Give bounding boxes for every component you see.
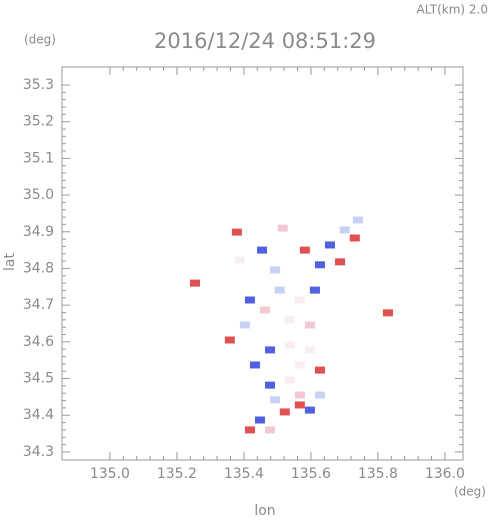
radar-cell xyxy=(265,426,276,434)
radar-cell xyxy=(224,336,235,344)
radar-cell xyxy=(260,306,271,314)
radar-cell xyxy=(270,266,281,274)
radar-cell xyxy=(265,381,276,389)
radar-cell xyxy=(294,391,305,399)
radar-cell xyxy=(244,426,255,434)
radar-cell xyxy=(231,228,242,236)
radar-cell xyxy=(335,258,346,266)
plot-frame xyxy=(61,66,464,461)
x-tick-label: 136.0 xyxy=(425,466,465,482)
y-unit: (deg) xyxy=(24,33,56,47)
x-tick-label: 135.4 xyxy=(224,466,264,482)
x-tick-label: 135.2 xyxy=(157,466,197,482)
radar-cell xyxy=(284,316,295,324)
y-tick-label: 35.2 xyxy=(23,114,54,130)
y-tick-label: 35.3 xyxy=(23,77,54,93)
radar-cell xyxy=(294,361,305,369)
radar-cell xyxy=(309,286,320,294)
radar-cell xyxy=(304,406,315,414)
y-tick-label: 34.4 xyxy=(23,407,54,423)
radar-cell xyxy=(325,241,336,249)
y-tick-label: 34.8 xyxy=(23,260,54,276)
radar-cell xyxy=(294,401,305,409)
radar-cell xyxy=(256,246,267,254)
radar-cell xyxy=(249,361,260,369)
radar-cell xyxy=(382,309,393,317)
radar-cell xyxy=(299,246,310,254)
radar-cell xyxy=(304,346,315,354)
radar-cell xyxy=(294,296,305,304)
radar-cell xyxy=(274,286,285,294)
y-tick-label: 34.3 xyxy=(23,444,54,460)
radar-cell xyxy=(279,408,290,416)
radar-cell xyxy=(314,391,325,399)
radar-cell xyxy=(304,321,315,329)
y-tick-label: 34.7 xyxy=(23,297,54,313)
radar-cell xyxy=(349,234,360,242)
radar-cell xyxy=(314,261,325,269)
radar-cell xyxy=(244,296,255,304)
radar-cell xyxy=(314,366,325,374)
radar-cell xyxy=(284,341,295,349)
x-tick-label: 135.0 xyxy=(90,466,130,482)
x-axis-label: lon xyxy=(254,503,275,519)
subtitle: ALT(km) 2.0 xyxy=(417,3,488,17)
y-tick-label: 35.0 xyxy=(23,187,54,203)
radar-cell xyxy=(234,256,245,264)
radar-cell xyxy=(284,376,295,384)
y-tick-label: 35.1 xyxy=(23,150,54,166)
x-tick-label: 135.8 xyxy=(358,466,398,482)
y-tick-label: 34.6 xyxy=(23,334,54,350)
radar-cell xyxy=(270,396,281,404)
x-tick-label: 135.6 xyxy=(291,466,331,482)
radar-cell xyxy=(277,224,288,232)
radar-cell xyxy=(265,346,276,354)
radar-cell xyxy=(339,226,350,234)
y-tick-label: 34.5 xyxy=(23,371,54,387)
radar-cell xyxy=(254,416,265,424)
radar-cell xyxy=(352,216,363,224)
chart-title: 2016/12/24 08:51:29 xyxy=(154,29,376,53)
radar-cell xyxy=(239,321,250,329)
y-tick-label: 34.9 xyxy=(23,224,54,240)
radar-cell xyxy=(189,279,200,287)
y-axis-label: lat xyxy=(2,253,18,271)
x-unit: (deg) xyxy=(454,485,486,499)
